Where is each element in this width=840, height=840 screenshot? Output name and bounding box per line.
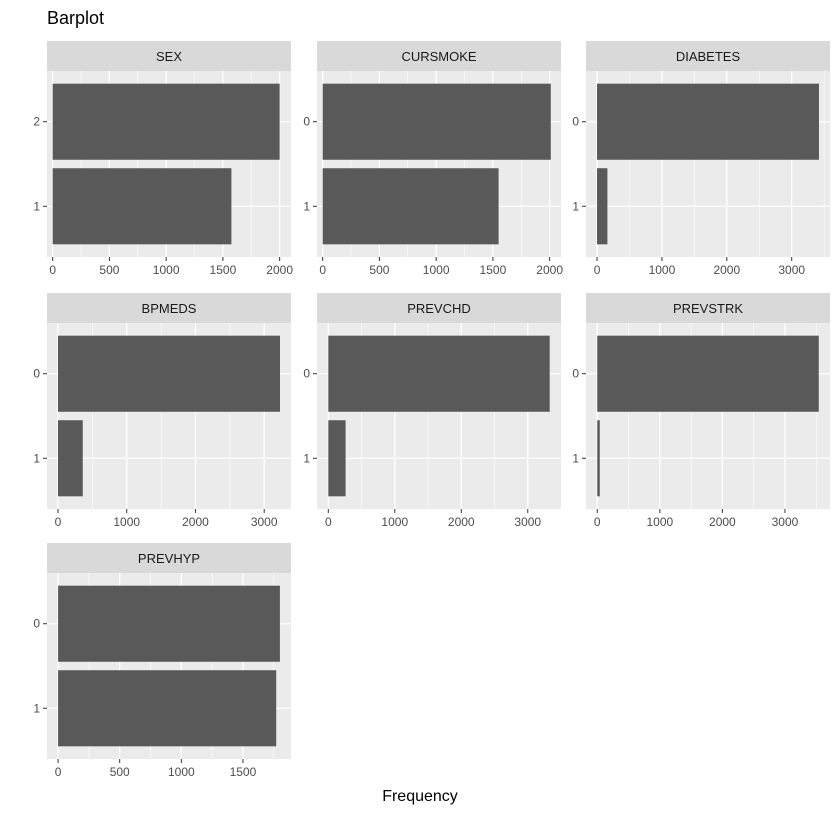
x-tick-label: 1000 (381, 515, 408, 529)
bar-prevstrk-0 (597, 335, 819, 412)
facet-strip (47, 293, 291, 323)
x-tick-label: 1000 (423, 263, 450, 277)
x-tick-label: 500 (369, 263, 389, 277)
y-tick-label: 1 (33, 701, 40, 715)
y-tick-label: 2 (33, 115, 40, 129)
facet-panel-prevchd: PREVCHD 1 0 0 1000 2000 3000 (303, 293, 561, 529)
facet-strip (317, 293, 561, 323)
facet-panel-sex: SEX 1 2 0 500 1000 1500 2000 (33, 41, 293, 277)
bar-prevchd-0 (328, 335, 550, 412)
x-tick-label: 2000 (266, 263, 293, 277)
x-tick-label: 3000 (778, 263, 805, 277)
y-tick-label: 0 (572, 367, 579, 381)
facet-strip (586, 293, 830, 323)
x-tick-label: 1000 (646, 515, 673, 529)
y-tick-label: 0 (303, 367, 310, 381)
bar-bpmeds-0 (57, 335, 281, 412)
y-tick-label: 0 (572, 115, 579, 129)
x-tick-label: 0 (325, 515, 332, 529)
x-axis-label: Frequency (382, 788, 458, 805)
x-tick-label: 500 (99, 263, 119, 277)
x-tick-label: 2000 (448, 515, 475, 529)
x-tick-label: 0 (319, 263, 326, 277)
y-tick-label: 1 (303, 199, 310, 213)
y-tick-label: 1 (33, 451, 40, 465)
facet-panel-diabetes: DIABETES 1 0 0 1000 2000 3000 (572, 41, 830, 277)
facet-panel-bpmeds: BPMEDS 1 0 0 1000 2000 3000 (33, 293, 291, 529)
facet-strip-label: PREVSTRK (673, 301, 743, 316)
facet-strip (47, 41, 291, 71)
bar-cursmoke-0 (322, 83, 551, 160)
facet-strip (317, 41, 561, 71)
x-tick-label: 2000 (536, 263, 563, 277)
bar-diabetes-0 (597, 83, 819, 160)
facet-strip-label: PREVHYP (138, 551, 200, 566)
facet-strip (47, 543, 291, 573)
bar-bpmeds-1 (57, 420, 83, 497)
x-tick-label: 0 (594, 263, 601, 277)
x-tick-label: 1500 (210, 263, 237, 277)
x-tick-label: 2000 (182, 515, 209, 529)
bar-prevstrk-1 (597, 420, 600, 497)
y-tick-label: 1 (572, 451, 579, 465)
bar-prevhyp-0 (58, 585, 280, 662)
x-tick-label: 0 (594, 515, 601, 529)
bar-prevchd-1 (328, 420, 346, 497)
y-tick-label: 1 (33, 199, 40, 213)
x-tick-label: 500 (110, 765, 130, 779)
y-tick-label: 0 (33, 367, 40, 381)
x-tick-label: 0 (49, 263, 56, 277)
bar-prevhyp-1 (58, 670, 277, 747)
x-tick-label: 1500 (480, 263, 507, 277)
x-tick-label: 3000 (251, 515, 278, 529)
facet-strip-label: CURSMOKE (401, 49, 476, 64)
y-tick-label: 0 (33, 617, 40, 631)
bar-sex-2 (52, 83, 280, 160)
bar-diabetes-1 (597, 168, 608, 245)
x-tick-label: 3000 (772, 515, 799, 529)
x-tick-label: 1000 (113, 515, 140, 529)
x-tick-label: 3000 (514, 515, 541, 529)
facet-strip-label: SEX (156, 49, 182, 64)
facet-strip (586, 41, 830, 71)
bar-cursmoke-1 (322, 168, 499, 245)
facet-panel-prevstrk: PREVSTRK 1 0 0 1000 2000 3000 (572, 293, 830, 529)
bar-sex-1 (52, 168, 232, 245)
facet-strip-label: BPMEDS (142, 301, 197, 316)
y-tick-label: 1 (303, 451, 310, 465)
x-tick-label: 0 (55, 765, 62, 779)
y-tick-label: 1 (572, 199, 579, 213)
facet-strip-label: PREVCHD (407, 301, 471, 316)
x-tick-label: 1000 (168, 765, 195, 779)
x-tick-label: 2000 (709, 515, 736, 529)
facet-panel-prevhyp: PREVHYP 1 0 0 500 1000 1500 (33, 543, 291, 779)
facet-panel-cursmoke: CURSMOKE 1 0 0 500 1000 1500 2000 (303, 41, 563, 277)
x-tick-label: 2000 (713, 263, 740, 277)
chart-title: Barplot (47, 8, 105, 28)
x-tick-label: 1500 (230, 765, 257, 779)
y-tick-label: 0 (303, 115, 310, 129)
facet-strip-label: DIABETES (676, 49, 741, 64)
x-tick-label: 1000 (153, 263, 180, 277)
x-tick-label: 1000 (649, 263, 676, 277)
x-tick-label: 0 (55, 515, 62, 529)
